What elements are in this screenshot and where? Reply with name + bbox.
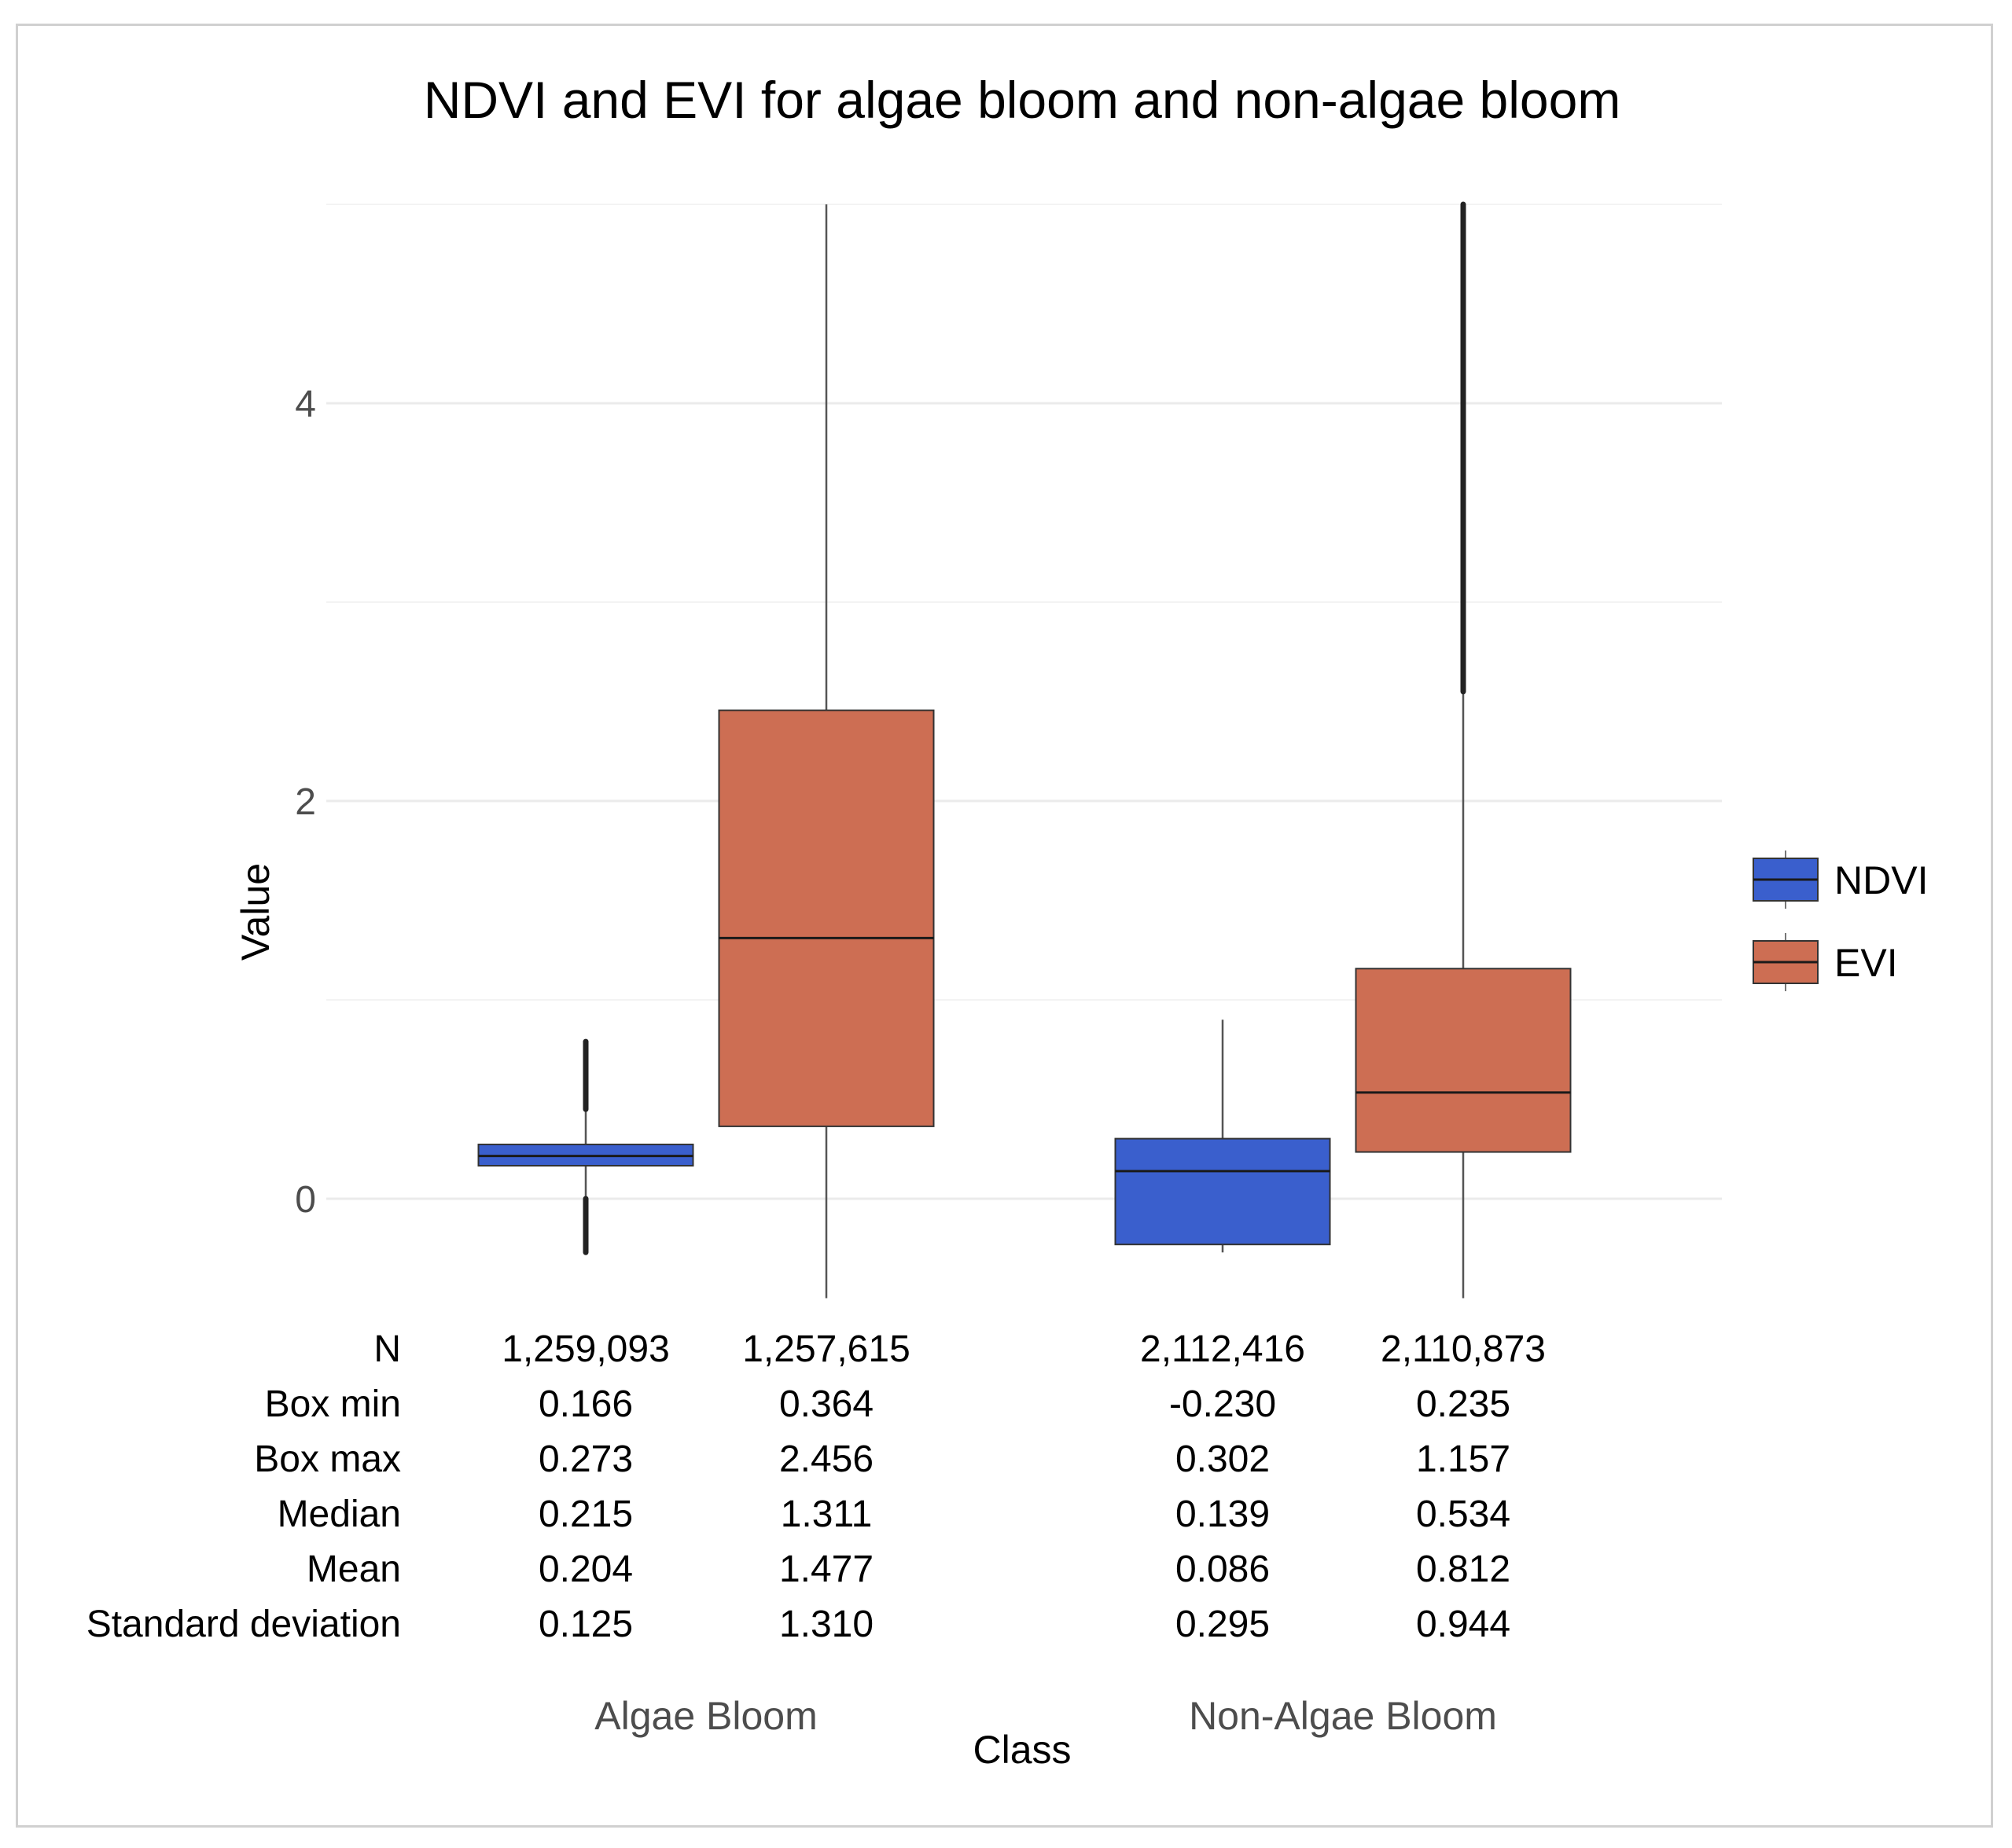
table-cell: 0.215: [539, 1493, 633, 1535]
y-axis-ticks: 0 2 4: [295, 384, 316, 1221]
box: [718, 709, 935, 1127]
table-cell: 0.139: [1175, 1493, 1270, 1535]
table-cell: 0.086: [1175, 1549, 1270, 1590]
table-cell: 2,110,873: [1381, 1328, 1546, 1370]
table-cell: 0.235: [1416, 1383, 1510, 1425]
boxes: [477, 201, 1572, 1299]
table-cell: 1.310: [779, 1604, 874, 1645]
table-cell: 0.302: [1175, 1438, 1270, 1480]
chart-frame: [16, 24, 1993, 1828]
chart-title: NDVI and EVI for algae bloom and non-alg…: [424, 71, 1621, 129]
table-cell: 0.204: [539, 1549, 633, 1590]
table-cell: 1.311: [781, 1493, 873, 1535]
table-row-label: Mean: [307, 1549, 401, 1590]
table-cell: 1.157: [1416, 1438, 1510, 1480]
table-cell: 2.456: [779, 1438, 874, 1480]
table-cell: 0.944: [1416, 1604, 1510, 1645]
legend: NDVI EVI: [1753, 851, 1928, 991]
table-cell: 1,259,093: [502, 1328, 670, 1370]
x-axis-label: Class: [973, 1728, 1071, 1772]
category-label: Algae Bloom: [594, 1694, 818, 1738]
x-axis-category-labels: Algae Bloom Non-Algae Bloom: [594, 1694, 1497, 1738]
box: [1355, 968, 1572, 1153]
table-cell: 0.812: [1416, 1549, 1510, 1590]
stats-table: N Box min Box max Median Mean Standard deviat…: [86, 1328, 1546, 1645]
table-row-label: Box max: [254, 1438, 401, 1480]
table-row-label: Standard deviation: [86, 1604, 401, 1645]
y-tick-label: 4: [295, 384, 316, 425]
table-row-label: N: [373, 1328, 401, 1370]
y-axis-label: Value: [234, 863, 278, 961]
box: [1114, 1137, 1331, 1246]
table-cell: 0.534: [1416, 1493, 1510, 1535]
table-cell: 0.125: [539, 1604, 633, 1645]
legend-label: EVI: [1834, 941, 1898, 985]
table-cell: 1,257,615: [742, 1328, 910, 1370]
table-cell: 1.477: [779, 1549, 874, 1590]
table-row-label: Box min: [265, 1383, 401, 1425]
table-cell: 0.273: [539, 1438, 633, 1480]
table-cell: 0.166: [539, 1383, 633, 1425]
gridlines: [326, 204, 1722, 1200]
table-cell: 0.295: [1175, 1604, 1270, 1645]
y-tick-label: 0: [295, 1179, 316, 1221]
table-cell: -0.230: [1169, 1383, 1276, 1425]
table-row-label: Median: [278, 1493, 401, 1535]
table-cell: 0.364: [779, 1383, 874, 1425]
y-tick-label: 2: [295, 781, 316, 823]
legend-label: NDVI: [1834, 858, 1928, 902]
category-label: Non-Algae Bloom: [1189, 1694, 1497, 1738]
table-cell: 2,112,416: [1140, 1328, 1305, 1370]
